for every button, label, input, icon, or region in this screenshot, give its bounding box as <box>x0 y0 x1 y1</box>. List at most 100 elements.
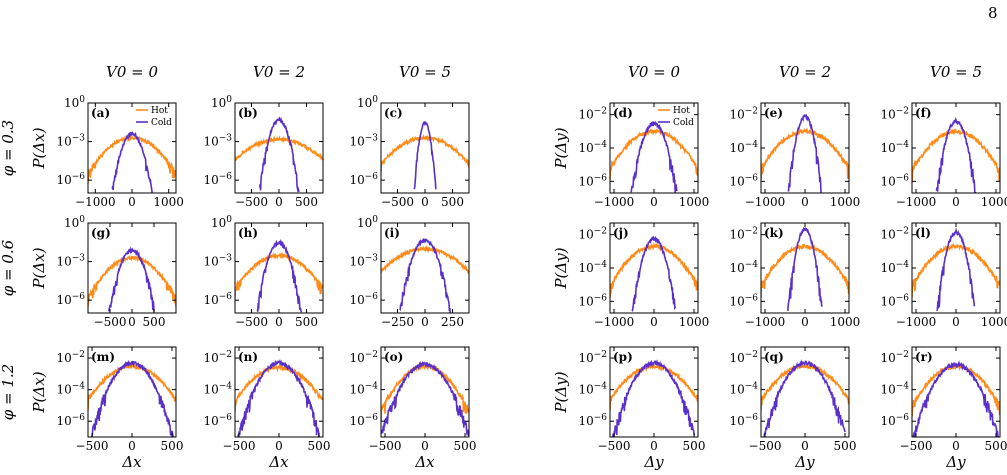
y-tick-label: 10−4 <box>349 382 378 397</box>
y-tick-label: 100 <box>211 215 232 230</box>
x-tick-label: 0 <box>952 315 960 329</box>
y-tick-label: 10−2 <box>880 227 909 242</box>
y-tick-label: 10−2 <box>578 227 607 242</box>
series-hot-curve <box>235 251 323 298</box>
y-tick-label: 10−6 <box>578 293 607 308</box>
x-tick-label: 500 <box>441 195 464 209</box>
series-cold-curve <box>399 238 451 313</box>
panel-label: (c) <box>384 106 403 120</box>
panel-g: −500 0 500 (g) P(Δx) <box>30 222 177 329</box>
x-tick-label: −500 <box>235 195 268 209</box>
x-axis-label: Δx <box>268 453 289 471</box>
panel-label: (r) <box>915 350 933 364</box>
y-tick-label: 10−3 <box>203 134 232 149</box>
y-tick-label: 10−6 <box>56 413 85 428</box>
x-tick-label: 0 <box>801 195 809 209</box>
legend-label-cold: Cold <box>151 118 172 128</box>
row-label-1: φ = 0.6 <box>0 239 17 296</box>
x-tick-label: 500 <box>985 439 1007 453</box>
x-tick-label: 0 <box>952 439 960 453</box>
series-cold-curve <box>108 246 155 312</box>
y-tick-label: 10−3 <box>349 254 378 269</box>
column-title-3: V0 = 0 <box>628 63 680 81</box>
series-hot-curve <box>381 363 469 423</box>
series-hot-curve <box>610 128 698 181</box>
panel-d: −1000 0 1000 (d) P(Δy) Hot Cold <box>552 102 710 209</box>
x-tick-label: −500 <box>381 195 414 209</box>
series-hot-curve <box>235 363 323 412</box>
y-tick-label: 10−6 <box>880 413 909 428</box>
y-tick-label: 10−6 <box>880 173 909 188</box>
y-tick-label: 10−6 <box>880 293 909 308</box>
x-tick-label: 1000 <box>679 195 710 209</box>
panel-h: −500 0 500 (h) <box>234 222 324 329</box>
y-tick-label: 10−6 <box>349 172 378 187</box>
x-tick-label: 0 <box>952 195 960 209</box>
panel-q: −500 0 500 (q) Δy <box>749 346 856 471</box>
y-tick-label: 10−6 <box>203 413 232 428</box>
y-tick-label: 10−6 <box>56 172 85 187</box>
series-hot-curve <box>912 127 1000 183</box>
x-axis-label: Δx <box>121 453 142 471</box>
series-cold-curve <box>413 120 437 190</box>
panel-n: −500 0 500 (n) Δx <box>223 346 330 471</box>
panel-label: (q) <box>764 350 784 364</box>
y-tick-label: 10−2 <box>349 350 378 365</box>
column-title-4: V0 = 2 <box>779 63 831 81</box>
panel-r: −500 0 500 (r) Δy <box>900 346 1007 471</box>
x-tick-label: −1000 <box>745 195 786 209</box>
series-cold-curve <box>936 227 976 311</box>
panel-label: (f) <box>915 106 932 120</box>
x-tick-label: −500 <box>598 439 631 453</box>
legend-label-hot: Hot <box>673 106 690 116</box>
x-tick-label: 0 <box>275 439 283 453</box>
y-tick-label: 10−4 <box>578 140 607 155</box>
y-tick-label: 100 <box>357 95 378 110</box>
series-hot-curve <box>912 243 1000 298</box>
x-tick-label: 1000 <box>830 195 861 209</box>
y-tick-label: 10−2 <box>203 350 232 365</box>
y-tick-label: 10−6 <box>729 413 758 428</box>
y-tick-label: 100 <box>64 215 85 230</box>
panel-a: −1000 0 1000 (a) P(Δx) Hot Cold <box>30 102 184 209</box>
x-tick-label: 1000 <box>981 195 1007 209</box>
panel-f: −1000 0 1000 (f) <box>896 102 1007 209</box>
y-tick-label: 10−6 <box>203 172 232 187</box>
x-tick-label: −1000 <box>896 315 937 329</box>
series-cold-curve <box>935 116 977 193</box>
x-tick-label: 0 <box>128 315 136 329</box>
series-cold-curve <box>912 360 1000 437</box>
panel-b: −500 0 500 (b) <box>234 102 324 209</box>
panel-label: (d) <box>613 106 633 120</box>
y-axis-label: P(Δx) <box>30 247 48 289</box>
x-tick-label: −500 <box>223 439 256 453</box>
y-tick-label: 100 <box>64 95 85 110</box>
x-tick-label: 0 <box>275 195 283 209</box>
series-cold-curve <box>237 358 320 437</box>
panel-label: (g) <box>91 226 111 240</box>
x-tick-label: −500 <box>76 439 109 453</box>
row-label-0: φ = 0.3 <box>0 120 17 176</box>
panel-c: −500 0 500 (c) <box>380 102 470 209</box>
x-tick-label: 0 <box>650 439 658 453</box>
panel-p: −500 0 500 (p) P(Δy) Δy <box>552 346 705 471</box>
x-tick-label: −1000 <box>594 315 635 329</box>
x-axis-label: Δy <box>945 453 966 471</box>
x-axis-label: Δy <box>794 453 815 471</box>
panel-label: (m) <box>91 350 115 364</box>
series-hot-curve <box>761 243 849 298</box>
x-tick-label: −500 <box>749 439 782 453</box>
x-tick-label: 1000 <box>679 315 710 329</box>
x-tick-label: 0 <box>801 439 809 453</box>
panel-e: −1000 0 1000 (e) <box>745 102 861 209</box>
series-cold-curve <box>763 359 846 437</box>
x-tick-label: −1000 <box>75 195 116 209</box>
panel-j: −1000 0 1000 (j) P(Δy) <box>552 222 710 329</box>
x-tick-label: 500 <box>295 195 318 209</box>
panel-label: (l) <box>915 226 931 240</box>
panel-label: (o) <box>384 350 403 364</box>
y-tick-label: 10−2 <box>729 107 758 122</box>
y-tick-label: 10−3 <box>56 254 85 269</box>
y-tick-label: 10−3 <box>349 134 378 149</box>
x-tick-label: 0 <box>650 195 658 209</box>
